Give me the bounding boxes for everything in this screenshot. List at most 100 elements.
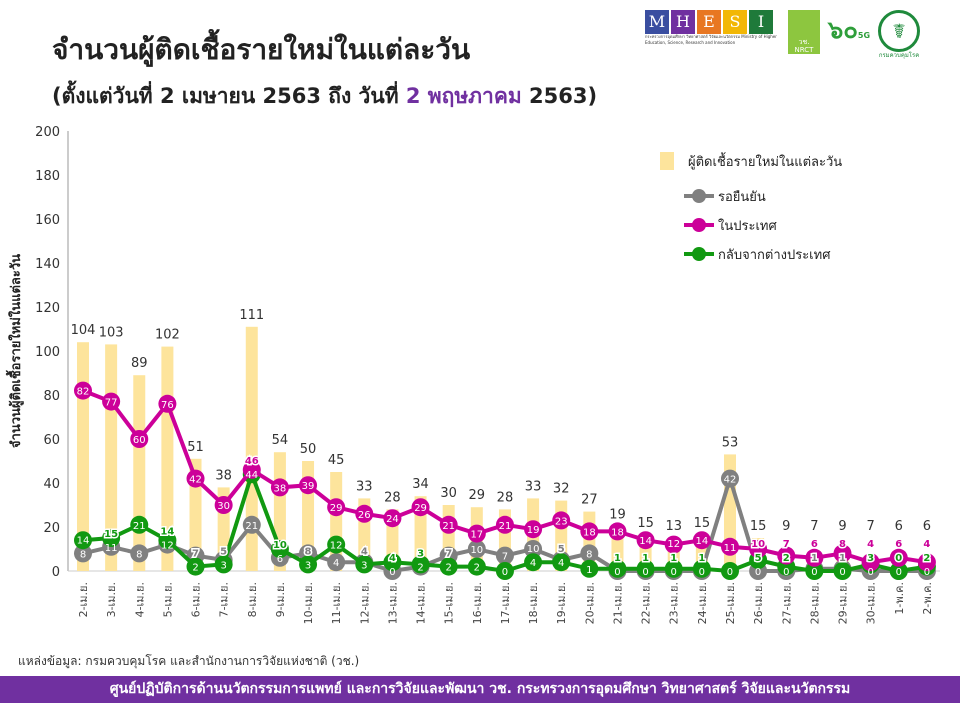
point-label: 1: [642, 553, 649, 564]
point-label: 12: [330, 541, 343, 552]
x-tick-label: 2-เม.ย.: [77, 582, 90, 617]
data-point: [861, 553, 880, 572]
x-tick-label: 19-เม.ย.: [555, 582, 568, 624]
data-point: [214, 555, 233, 574]
bar-label: 15: [637, 516, 654, 531]
data-point: [355, 504, 374, 523]
point-label: 8: [136, 549, 142, 560]
data-point: [242, 515, 261, 534]
data-point: [270, 540, 289, 558]
data-point: [805, 562, 824, 580]
point-label: 7: [502, 552, 508, 563]
bar-label: 13: [665, 519, 682, 534]
point-label: 42: [724, 475, 737, 486]
x-tick-label: 21-เม.ย.: [611, 582, 624, 624]
legend-label: รอยืนยัน: [718, 189, 766, 205]
data-point: [102, 392, 121, 411]
data-point: [327, 535, 346, 554]
y-tick-label: 80: [43, 389, 60, 404]
point-label: 7: [192, 549, 199, 560]
point-label: 42: [189, 475, 202, 486]
data-point: [720, 537, 739, 556]
bar-label: 33: [525, 479, 542, 494]
point-label: 76: [161, 400, 174, 411]
point-label: 0: [783, 567, 789, 578]
point-label: 23: [555, 516, 568, 527]
subtitle-pre: (ตั้งแต่วันที่ 2 เมษายน 2563 ถึง วันที่: [52, 84, 406, 108]
point-label: 17: [470, 530, 483, 541]
bar-label: 27: [581, 493, 598, 508]
bar-label: 54: [272, 433, 289, 448]
point-label: 1: [811, 553, 818, 564]
data-point: [720, 562, 739, 580]
subtitle-highlight: 2 พฤษภาคม: [405, 84, 522, 108]
point-label: 18: [583, 527, 596, 538]
point-label: 0: [727, 567, 733, 578]
data-point: [130, 515, 149, 534]
bar-label: 7: [810, 519, 818, 534]
chart-title: จำนวนผู้ติดเชื้อรายใหม่ในแต่ละวัน: [52, 33, 471, 66]
x-tick-label: 6-เม.ย.: [190, 582, 203, 617]
bar: [245, 326, 258, 571]
data-point: [608, 559, 627, 578]
data-point: [580, 559, 599, 578]
point-label: 5: [558, 544, 565, 555]
x-tick-label: 12-เม.ย.: [358, 582, 371, 624]
point-label: 6: [811, 539, 818, 550]
data-point: [524, 540, 543, 558]
data-point: [467, 540, 486, 558]
point-label: 10: [751, 539, 765, 550]
ddc-caption: กรมควบคุมโรค: [878, 52, 920, 59]
legend-marker: [692, 189, 706, 203]
x-tick-label: 4-เม.ย.: [133, 582, 146, 617]
data-point: [495, 562, 514, 580]
point-label: 8: [839, 539, 846, 550]
point-label: 46: [245, 456, 259, 467]
point-label: 2: [474, 563, 480, 574]
mhesi-letter: E: [697, 10, 721, 34]
data-point: [186, 469, 205, 488]
data-point: [889, 562, 908, 580]
bar-label: 6: [895, 519, 903, 534]
data-point: [299, 476, 318, 495]
point-label: 18: [611, 527, 624, 538]
point-label: 21: [133, 521, 146, 532]
x-tick-label: 16-เม.ย.: [471, 582, 484, 624]
chart: 020406080100120140160180200จำนวนผู้ติดเช…: [5, 125, 940, 624]
data-point: [467, 524, 486, 543]
data-point: [383, 553, 402, 572]
data-point: [186, 557, 205, 576]
bar-label: 32: [553, 482, 570, 497]
bar-label: 9: [782, 519, 790, 534]
bar-label: 28: [497, 490, 514, 505]
point-label: 1: [698, 553, 705, 564]
data-point: [130, 430, 149, 448]
data-point: [608, 522, 627, 541]
bar: [133, 375, 146, 571]
point-label: 1: [670, 553, 677, 564]
y-tick-label: 0: [52, 565, 60, 580]
point-label: 14: [639, 536, 652, 547]
point-label: 3: [417, 549, 424, 560]
legend-label: กลับจากต่างประเทศ: [718, 248, 831, 263]
data-point: [102, 529, 121, 547]
data-point: [355, 555, 374, 574]
x-tick-label: 2-พ.ค.: [921, 582, 934, 615]
v5g-suffix: 5G: [857, 31, 871, 40]
y-tick-label: 200: [35, 125, 60, 140]
subtitle-post: 2563): [521, 84, 598, 108]
x-tick-label: 29-เม.ย.: [837, 582, 850, 624]
bar-label: 34: [412, 477, 429, 492]
data-point: [833, 562, 852, 580]
point-label: 0: [755, 567, 761, 578]
point-label: 10: [273, 540, 287, 551]
bar-label: 102: [155, 328, 180, 343]
point-label: 4: [867, 539, 874, 550]
y-tick-label: 60: [43, 433, 60, 448]
x-tick-label: 27-เม.ย.: [780, 582, 793, 624]
x-tick-label: 28-เม.ย.: [808, 582, 821, 624]
x-tick-label: 1-พ.ค.: [893, 582, 906, 615]
mhesi-letter: I: [749, 10, 773, 34]
point-label: 0: [839, 567, 845, 578]
point-label: 0: [699, 567, 705, 578]
